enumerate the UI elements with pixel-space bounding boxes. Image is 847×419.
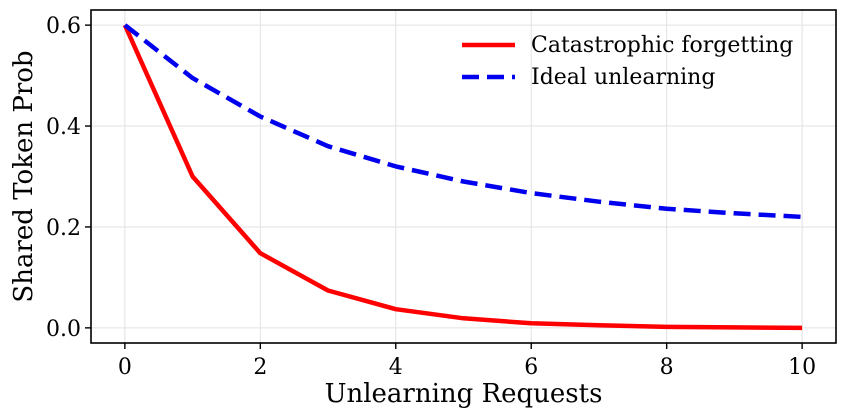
axis-ticks: 0 2 4 6 8 10 0.0 0.2 0.4 0.6 — [46, 14, 816, 380]
x-tick-label: 0 — [118, 355, 132, 380]
series-line-catastrophic-forgetting — [122, 24, 803, 331]
x-tick-label: 2 — [253, 355, 267, 380]
x-axis-label: Unlearning Requests — [325, 379, 603, 409]
y-tick-label: 0.4 — [46, 115, 81, 140]
y-axis-label: Shared Token Prob — [9, 50, 39, 302]
x-tick-label: 6 — [524, 355, 538, 380]
legend-label-catastrophic-forgetting: Catastrophic forgetting — [531, 33, 793, 58]
plot-frame — [90, 9, 837, 344]
x-tick-label: 4 — [389, 355, 403, 380]
x-tick-label: 8 — [660, 355, 674, 380]
legend-label-ideal-unlearning: Ideal unlearning — [531, 65, 715, 90]
y-tick-label: 0.6 — [46, 14, 81, 39]
y-tick-label: 0.0 — [46, 317, 81, 342]
series-line-ideal-unlearning — [123, 23, 803, 220]
y-tick-label: 0.2 — [46, 216, 81, 241]
series-lines — [122, 23, 803, 331]
grid — [91, 10, 836, 343]
legend: Catastrophic forgetting Ideal unlearning — [462, 33, 793, 90]
x-tick-label: 10 — [788, 355, 816, 380]
